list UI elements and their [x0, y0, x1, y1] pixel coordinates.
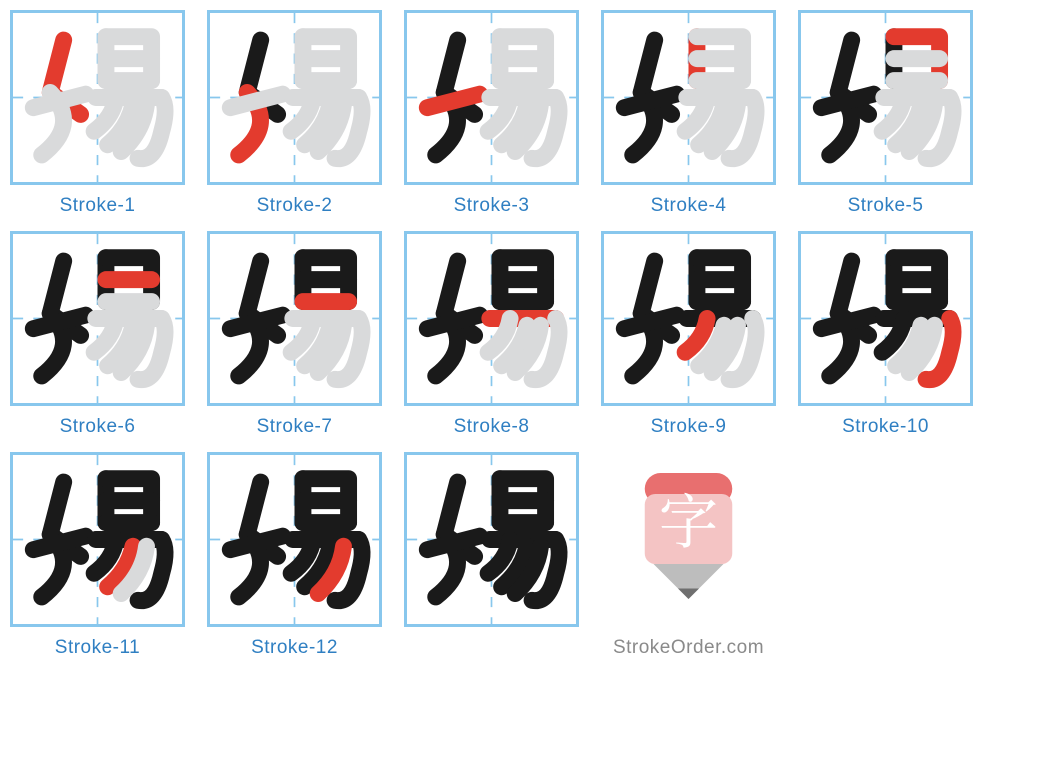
stroke-step-cell: Stroke-2 [207, 10, 382, 217]
stroke-step-tile [207, 10, 382, 185]
stroke-step-caption: Stroke-10 [842, 416, 929, 438]
stroke-step-cell: Stroke-11 [10, 452, 185, 664]
stroke-step-tile [404, 10, 579, 185]
stroke-step-tile [207, 231, 382, 406]
stroke-step-caption: Stroke-2 [257, 195, 333, 217]
stroke-step-caption: Stroke-4 [651, 195, 727, 217]
stroke-step-tile [10, 231, 185, 406]
stroke-step-cell: Stroke-4 [601, 10, 776, 217]
stroke-step-caption: Stroke-11 [55, 637, 140, 659]
stroke-step-tile [404, 231, 579, 406]
stroke-step-cell: Stroke-3 [404, 10, 579, 217]
stroke-step-caption: Stroke-3 [454, 195, 530, 217]
stroke-step-tile [798, 10, 973, 185]
stroke-step-tile [601, 10, 776, 185]
stroke-step-cell: Stroke-7 [207, 231, 382, 438]
svg-text:字: 字 [659, 476, 719, 561]
stroke-step-tile [798, 231, 973, 406]
stroke-step-cell: Stroke-1 [10, 10, 185, 217]
final-glyph-cell: 婸 [404, 452, 579, 664]
stroke-step-tile [601, 231, 776, 406]
stroke-step-cell: Stroke-12 [207, 452, 382, 664]
site-logo-icon: 字 [601, 452, 776, 627]
stroke-step-cell: Stroke-10 [798, 231, 973, 438]
stroke-step-caption: Stroke-5 [848, 195, 924, 217]
stroke-step-tile [10, 452, 185, 627]
stroke-step-cell: Stroke-8 [404, 231, 579, 438]
stroke-step-caption: Stroke-6 [60, 416, 136, 438]
stroke-step-caption: Stroke-12 [251, 637, 338, 659]
stroke-step-caption: Stroke-8 [454, 416, 530, 438]
stroke-step-cell: Stroke-5 [798, 10, 973, 217]
stroke-step-tile [10, 10, 185, 185]
final-glyph-tile [404, 452, 579, 627]
stroke-step-caption: Stroke-1 [60, 195, 136, 217]
site-caption: StrokeOrder.com [613, 637, 764, 659]
stroke-step-caption: Stroke-7 [257, 416, 333, 438]
stroke-order-grid: Stroke-1 Stroke-2 Stroke-3 Stroke-4 Stro… [0, 0, 1050, 674]
stroke-step-tile [207, 452, 382, 627]
stroke-step-cell: Stroke-9 [601, 231, 776, 438]
site-logo-cell: 字 StrokeOrder.com [601, 452, 776, 664]
stroke-step-caption: Stroke-9 [651, 416, 727, 438]
stroke-step-cell: Stroke-6 [10, 231, 185, 438]
